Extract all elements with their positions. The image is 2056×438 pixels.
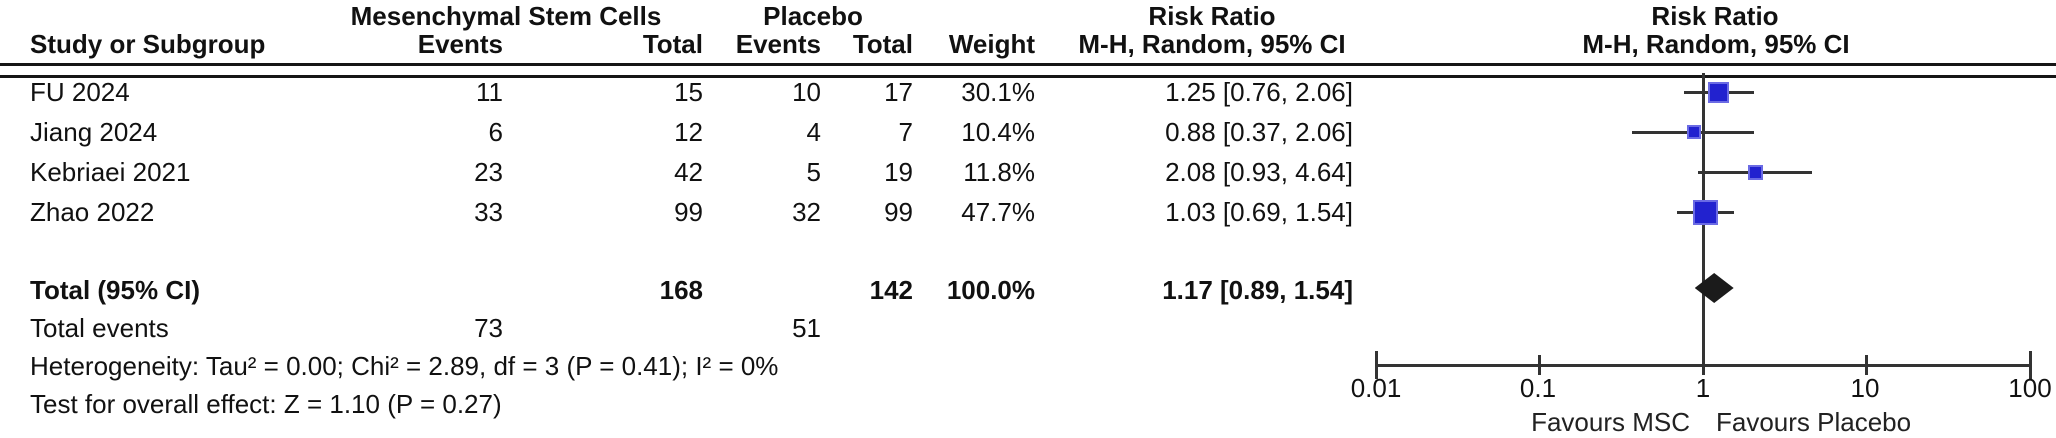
column-header-events-exp: Events — [417, 29, 503, 59]
axis-tick-label: 1 — [1695, 373, 1711, 403]
total-exp: 99 — [674, 197, 703, 227]
axis-tick-label: 100 — [2008, 373, 2052, 403]
total-ctl: 17 — [884, 77, 913, 107]
risk-ratio-header-right: Risk Ratio — [1651, 1, 1779, 31]
total-events-label: Total events — [30, 313, 169, 343]
study-marker — [1749, 166, 1761, 178]
axis-tick — [1865, 355, 1868, 375]
study-name: Jiang 2024 — [30, 117, 158, 147]
axis-tick — [1374, 351, 1378, 379]
events-ctl: 10 — [792, 77, 821, 107]
study-marker — [1688, 127, 1699, 137]
weight: 11.8% — [963, 157, 1035, 187]
group-header-control: Placebo — [763, 1, 863, 31]
weight: 10.4% — [961, 117, 1035, 147]
study-marker — [1710, 83, 1728, 101]
axis-tick-label: 0.01 — [1350, 373, 1402, 403]
column-header-total-exp: Total — [642, 29, 703, 59]
events-exp: 33 — [474, 197, 503, 227]
axis-tick — [1701, 355, 1705, 375]
total-rr-ci-text: 1.17 [0.89, 1.54] — [1162, 275, 1353, 305]
weight: 47.7% — [961, 197, 1035, 227]
risk-ratio-header-left: Risk Ratio — [1148, 1, 1276, 31]
total-events-exp: 73 — [474, 313, 503, 343]
total-ctl: 99 — [884, 197, 913, 227]
study-marker — [1694, 201, 1716, 223]
favours-right-label: Favours Placebo — [1716, 407, 1912, 437]
events-exp: 6 — [488, 117, 503, 147]
total-ctl: 19 — [884, 157, 913, 187]
total-ctl: 7 — [898, 117, 913, 147]
events-exp: 23 — [474, 157, 503, 187]
rr-ci-text: 2.08 [0.93, 4.64] — [1165, 157, 1353, 187]
group-header-experimental: Mesenchymal Stem Cells — [350, 1, 662, 31]
events-ctl: 5 — [806, 157, 821, 187]
axis-tick-label: 0.1 — [1519, 373, 1557, 403]
rr-ci-text: 0.88 [0.37, 2.06] — [1165, 117, 1353, 147]
axis-tick — [2028, 351, 2032, 379]
heterogeneity-text: Heterogeneity: Tau² = 0.00; Chi² = 2.89,… — [30, 351, 779, 381]
favours-left-label: Favours MSC — [1531, 407, 1690, 437]
axis-tick — [1538, 355, 1541, 375]
events-ctl: 4 — [806, 117, 821, 147]
study-name: Kebriaei 2021 — [30, 157, 191, 187]
total-events-ctl: 51 — [792, 313, 821, 343]
total-exp: 15 — [674, 77, 703, 107]
column-header-method-left: M-H, Random, 95% CI — [1078, 29, 1346, 59]
total-exp-sum: 168 — [659, 275, 703, 305]
column-header-weight: Weight — [948, 29, 1035, 59]
weight: 30.1% — [961, 77, 1035, 107]
column-header-events-ctl: Events — [735, 29, 821, 59]
total-ctl-sum: 142 — [869, 275, 913, 305]
column-header-method-right: M-H, Random, 95% CI — [1582, 29, 1850, 59]
total-exp: 12 — [674, 117, 703, 147]
events-ctl: 32 — [792, 197, 821, 227]
study-name: FU 2024 — [30, 77, 130, 107]
column-header-total-ctl: Total — [852, 29, 913, 59]
header-divider — [0, 63, 2056, 78]
total-label: Total (95% CI) — [30, 275, 200, 305]
total-exp: 42 — [674, 157, 703, 187]
study-name: Zhao 2022 — [30, 197, 155, 227]
column-header-study: Study or Subgroup — [30, 29, 266, 59]
rr-ci-text: 1.03 [0.69, 1.54] — [1165, 197, 1353, 227]
rr-ci-text: 1.25 [0.76, 2.06] — [1165, 77, 1353, 107]
events-exp: 11 — [476, 77, 503, 107]
overall-effect-text: Test for overall effect: Z = 1.10 (P = 0… — [30, 389, 502, 419]
total-weight: 100.0% — [946, 275, 1035, 305]
axis-tick-label: 10 — [1850, 373, 1880, 403]
